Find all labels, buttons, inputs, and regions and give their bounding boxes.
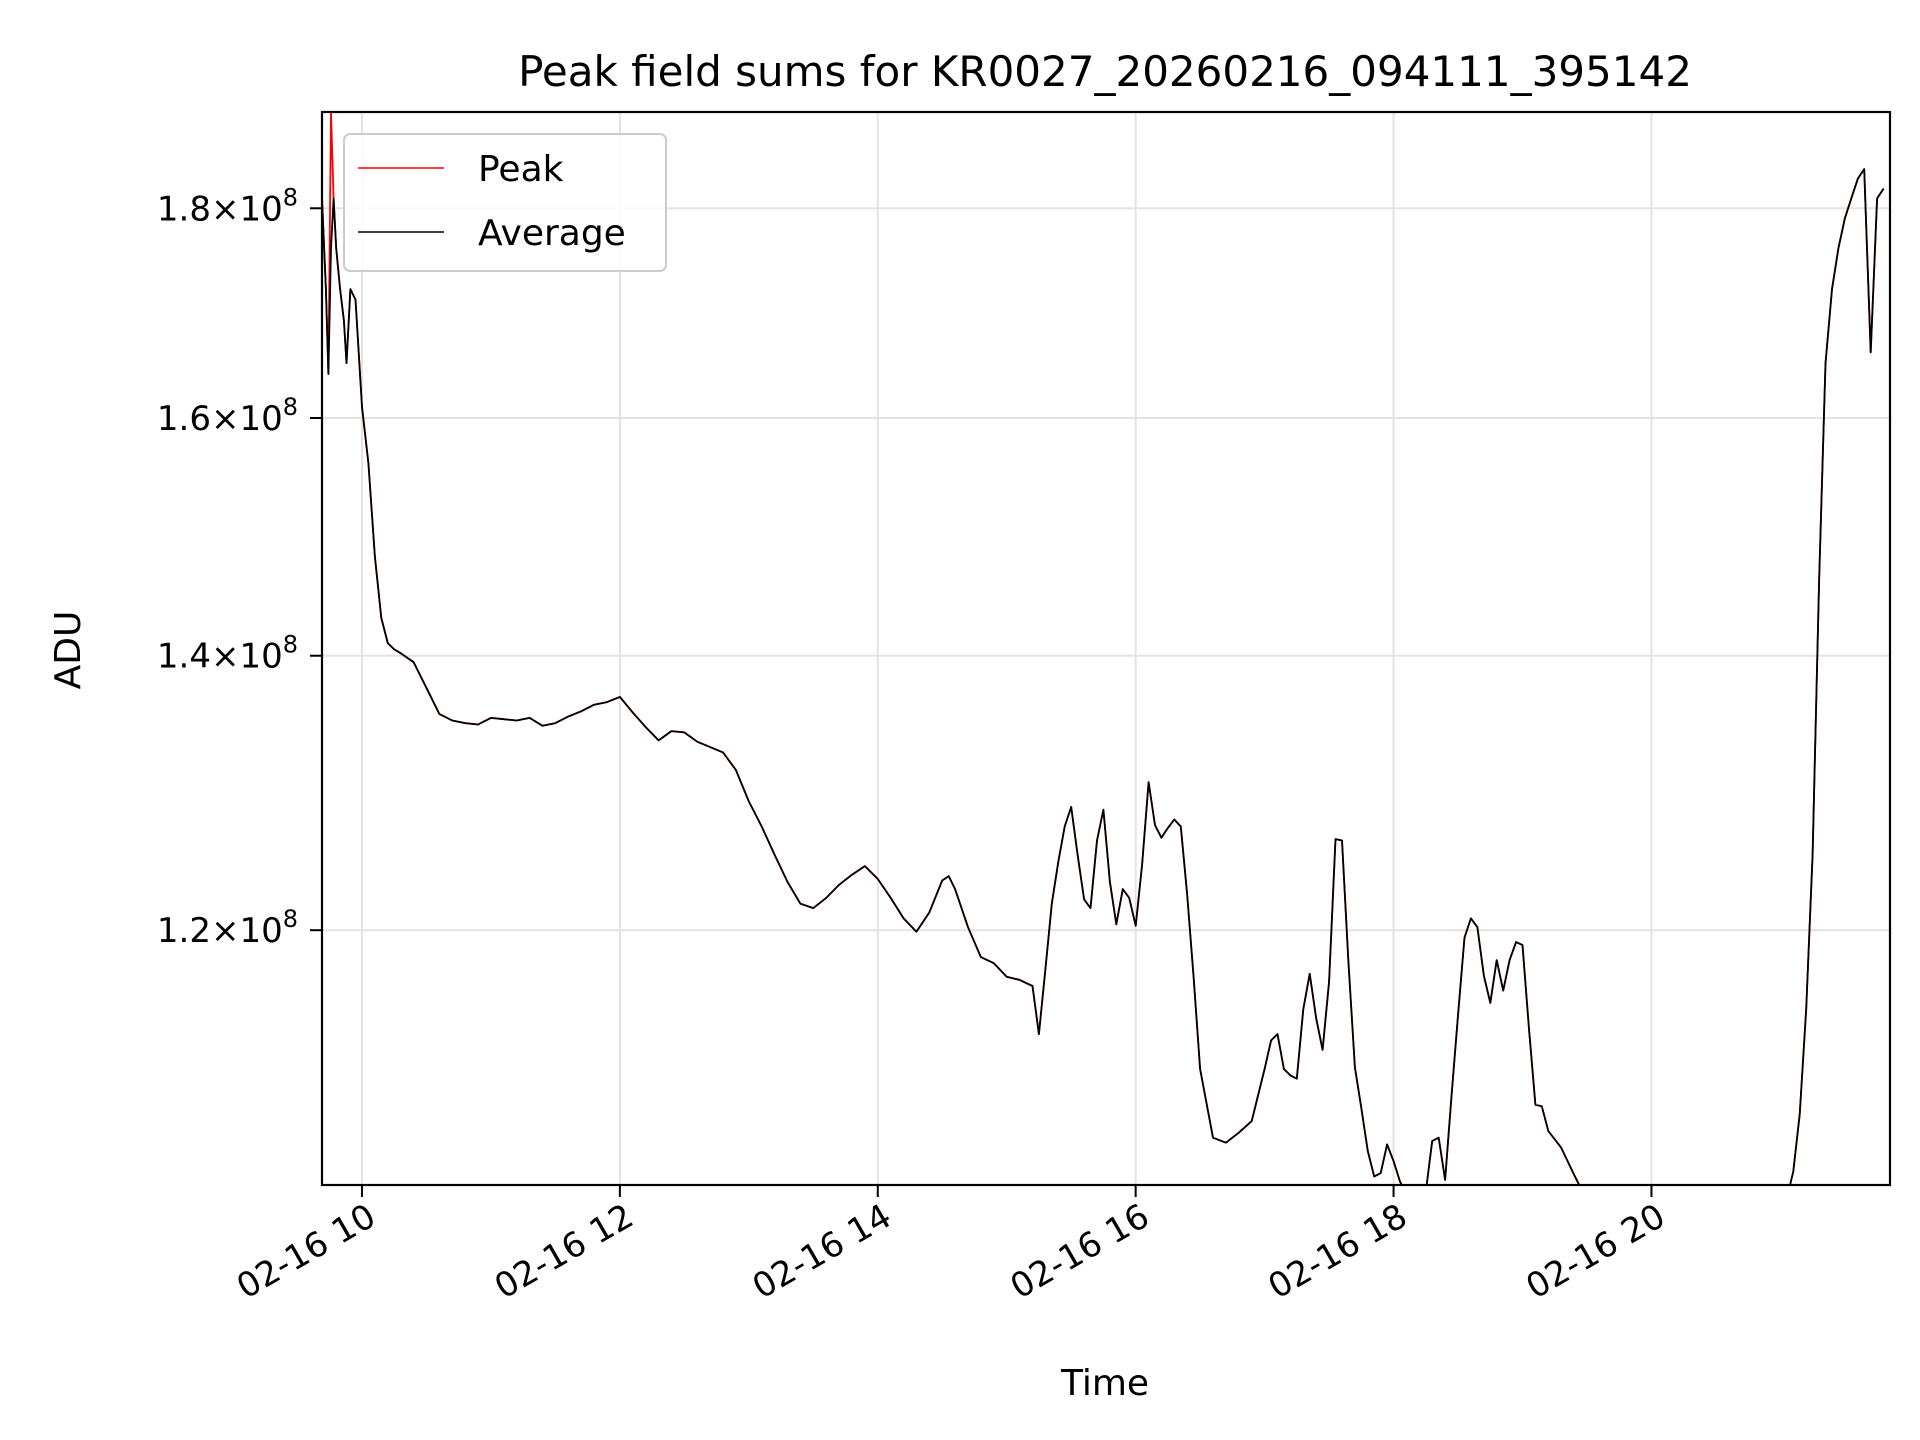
y-axis: 1.2×108 1.4×108 1.6×108 1.8×108 — [157, 183, 322, 951]
y-tick-label-1: 1.4×108 — [157, 631, 298, 677]
legend-label-average: Average — [478, 213, 626, 254]
y-axis-label: ADU — [48, 611, 89, 690]
series-line-average — [322, 168, 1885, 1185]
series-layer — [322, 112, 1885, 1185]
y-tick-label-0: 1.2×108 — [157, 905, 298, 951]
legend: Peak Average — [343, 133, 667, 272]
chart-title: Peak field sums for KR0027_20260216_0941… — [518, 47, 1692, 96]
grid — [322, 112, 1890, 1185]
y-tick-label-2: 1.6×108 — [157, 393, 298, 439]
legend-label-peak: Peak — [478, 149, 564, 190]
y-tick-label-3: 1.8×108 — [157, 183, 298, 229]
plot-frame — [320, 110, 1892, 1187]
x-axis-label: Time — [1060, 1363, 1149, 1404]
